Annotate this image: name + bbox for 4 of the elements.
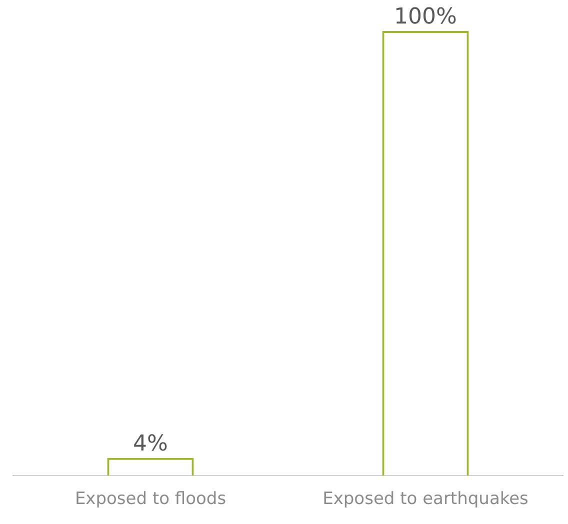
data-label: 4% <box>133 432 168 457</box>
data-label: 100% <box>394 4 457 30</box>
x-tick-label: Exposed to earthquakes <box>322 489 529 510</box>
x-tick-label: Exposed to floods <box>74 489 226 510</box>
